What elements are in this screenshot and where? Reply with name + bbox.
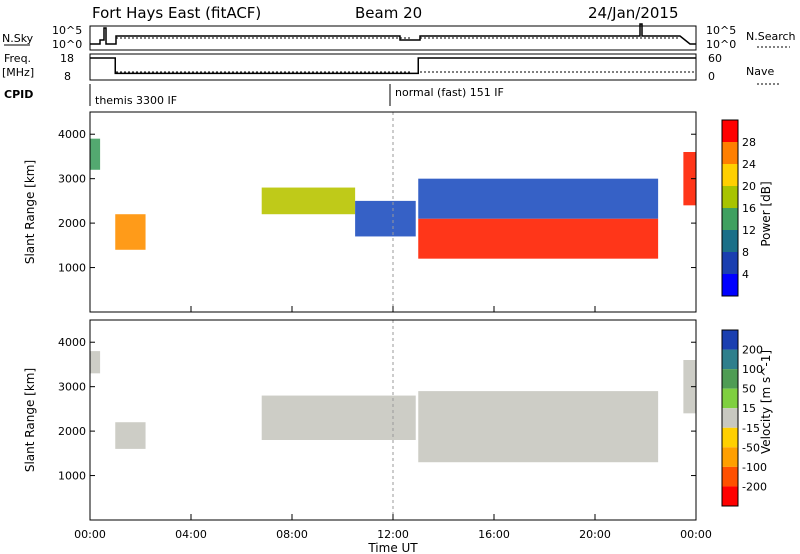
velocity-region [683, 360, 696, 414]
power-colorbar-swatch [722, 142, 738, 164]
velocity-region [90, 351, 101, 374]
velocity-panel: 1000 2000 3000 4000 [58, 319, 697, 521]
beam-label: Beam 20 [355, 4, 422, 22]
power-colorbar-swatch [722, 208, 738, 230]
velocity-colorbar-tick: -50 [742, 441, 760, 454]
cpid-segment-2: normal (fast) 151 IF [395, 86, 504, 99]
x-tick-label: 08:00 [276, 528, 308, 541]
power-colorbar-label: Power [dB] [759, 181, 773, 246]
freq-label: Freq. [4, 52, 31, 65]
power-colorbar-swatch [722, 186, 738, 208]
velocity-colorbar-tick: -15 [742, 422, 760, 435]
power-colorbar-tick: 28 [742, 136, 756, 149]
power-region [418, 178, 659, 219]
power-ytick-label: 2000 [58, 217, 86, 230]
velocity-colorbar-tick: 15 [742, 402, 756, 415]
power-colorbar-tick: 16 [742, 202, 756, 215]
velocity-colorbar-swatch [722, 466, 738, 487]
velocity-colorbar-tick: 50 [742, 383, 756, 396]
freq-panel [89, 53, 697, 81]
x-tick-label: 12:00 [377, 528, 409, 541]
power-colorbar-tick: 4 [742, 268, 749, 281]
x-tick-label: 20:00 [579, 528, 611, 541]
velocity-colorbar-swatch [722, 486, 738, 506]
power-region [90, 138, 101, 170]
nsky-tick-low: 10^0 [52, 38, 82, 51]
velocity-region [261, 395, 416, 440]
power-region [418, 218, 659, 259]
x-tick-label: 04:00 [175, 528, 207, 541]
nsky-tick-high: 10^5 [52, 24, 82, 37]
x-axis-label: Time UT [367, 541, 418, 554]
power-colorbar-swatch [722, 120, 738, 142]
power-colorbar-tick: 24 [742, 158, 756, 171]
power-colorbar-swatch [722, 274, 738, 296]
velocity-colorbar-label: Velocity [m s^-1] [759, 350, 773, 454]
velocity-colorbar-swatch [722, 427, 738, 448]
power-region [261, 187, 356, 215]
nsky-panel [89, 23, 697, 51]
date-label: 24/Jan/2015 [588, 4, 679, 22]
velocity-region [418, 391, 659, 463]
power-colorbar-tick: 12 [742, 224, 756, 237]
nave-tick-high: 60 [708, 52, 722, 65]
power-panel: 1000 2000 3000 4000 [58, 111, 697, 313]
velocity-colorbar-swatch [722, 369, 738, 389]
power-ytick-label: 4000 [58, 128, 86, 141]
power-colorbar-tick: 8 [742, 246, 749, 259]
power-colorbar-tick: 20 [742, 180, 756, 193]
x-tick-label: 16:00 [478, 528, 510, 541]
freq-tick-low: 8 [64, 70, 71, 83]
nave-tick-low: 0 [708, 70, 715, 83]
freq-tick-high: 18 [60, 52, 74, 65]
velocity-colorbar-swatch [722, 408, 738, 428]
power-region [355, 200, 416, 237]
velocity-colorbar-tick: 200 [742, 344, 763, 357]
nsearch-tick-high: 10^5 [706, 24, 736, 37]
velocity-colorbar-tick: 100 [742, 363, 763, 376]
velocity-colorbar-swatch [722, 388, 738, 409]
velocity-colorbar-swatch [722, 349, 738, 370]
x-tick-label: 00:00 [680, 528, 712, 541]
velocity-colorbar-tick: -100 [742, 461, 767, 474]
velocity-region [115, 422, 146, 449]
velocity-ytick-label: 3000 [58, 381, 86, 394]
nsky-label: N.Sky [2, 32, 34, 45]
nsearch-label: N.Search [746, 30, 796, 43]
cpid-label: CPID [4, 88, 33, 101]
velocity-colorbar-swatch [722, 330, 738, 350]
power-region [683, 152, 696, 206]
velocity-colorbar-swatch [722, 447, 738, 467]
power-colorbar-swatch [722, 252, 738, 274]
freq-unit: [MHz] [2, 66, 34, 79]
velocity-colorbar-tick: -200 [742, 480, 767, 493]
nave-label: Nave [746, 65, 774, 78]
cpid-segment-1: themis 3300 IF [95, 94, 177, 107]
station-title: Fort Hays East (fitACF) [92, 4, 261, 22]
velocity-ytick-label: 2000 [58, 425, 86, 438]
power-region [115, 214, 146, 250]
x-tick-label: 00:00 [74, 528, 106, 541]
power-colorbar-swatch [722, 230, 738, 252]
power-ytick-label: 3000 [58, 173, 86, 186]
velocity-ytick-label: 4000 [58, 336, 86, 349]
velocity-ytick-label: 1000 [58, 470, 86, 483]
power-ytick-label: 1000 [58, 262, 86, 275]
velocity-ylabel: Slant Range [km] [23, 368, 37, 472]
power-ylabel: Slant Range [km] [23, 160, 37, 264]
nsearch-tick-low: 10^0 [706, 38, 736, 51]
power-colorbar-swatch [722, 164, 738, 186]
